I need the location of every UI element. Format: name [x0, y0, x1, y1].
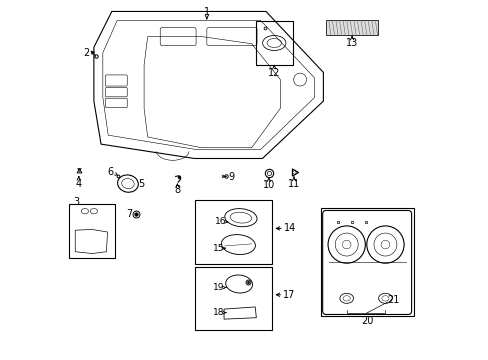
Text: 18: 18	[213, 308, 224, 317]
Text: 17: 17	[282, 290, 295, 300]
Text: 15: 15	[212, 244, 224, 253]
Text: 9: 9	[228, 172, 234, 182]
Text: 21: 21	[386, 296, 399, 306]
Text: 3: 3	[73, 197, 79, 207]
Text: 6: 6	[107, 167, 113, 177]
Text: 5: 5	[138, 179, 144, 189]
Text: 2: 2	[82, 48, 89, 58]
Text: 19: 19	[213, 283, 224, 292]
Text: 4: 4	[76, 179, 81, 189]
Text: 8: 8	[174, 185, 180, 195]
Text: 11: 11	[287, 179, 300, 189]
Text: 14: 14	[283, 224, 295, 233]
Text: 10: 10	[262, 180, 274, 190]
Text: 16: 16	[215, 217, 226, 226]
Text: 12: 12	[267, 68, 280, 78]
Text: 1: 1	[203, 7, 209, 17]
Text: 13: 13	[345, 39, 358, 48]
Text: 20: 20	[360, 316, 372, 325]
FancyBboxPatch shape	[325, 20, 377, 36]
Text: 7: 7	[126, 210, 133, 220]
